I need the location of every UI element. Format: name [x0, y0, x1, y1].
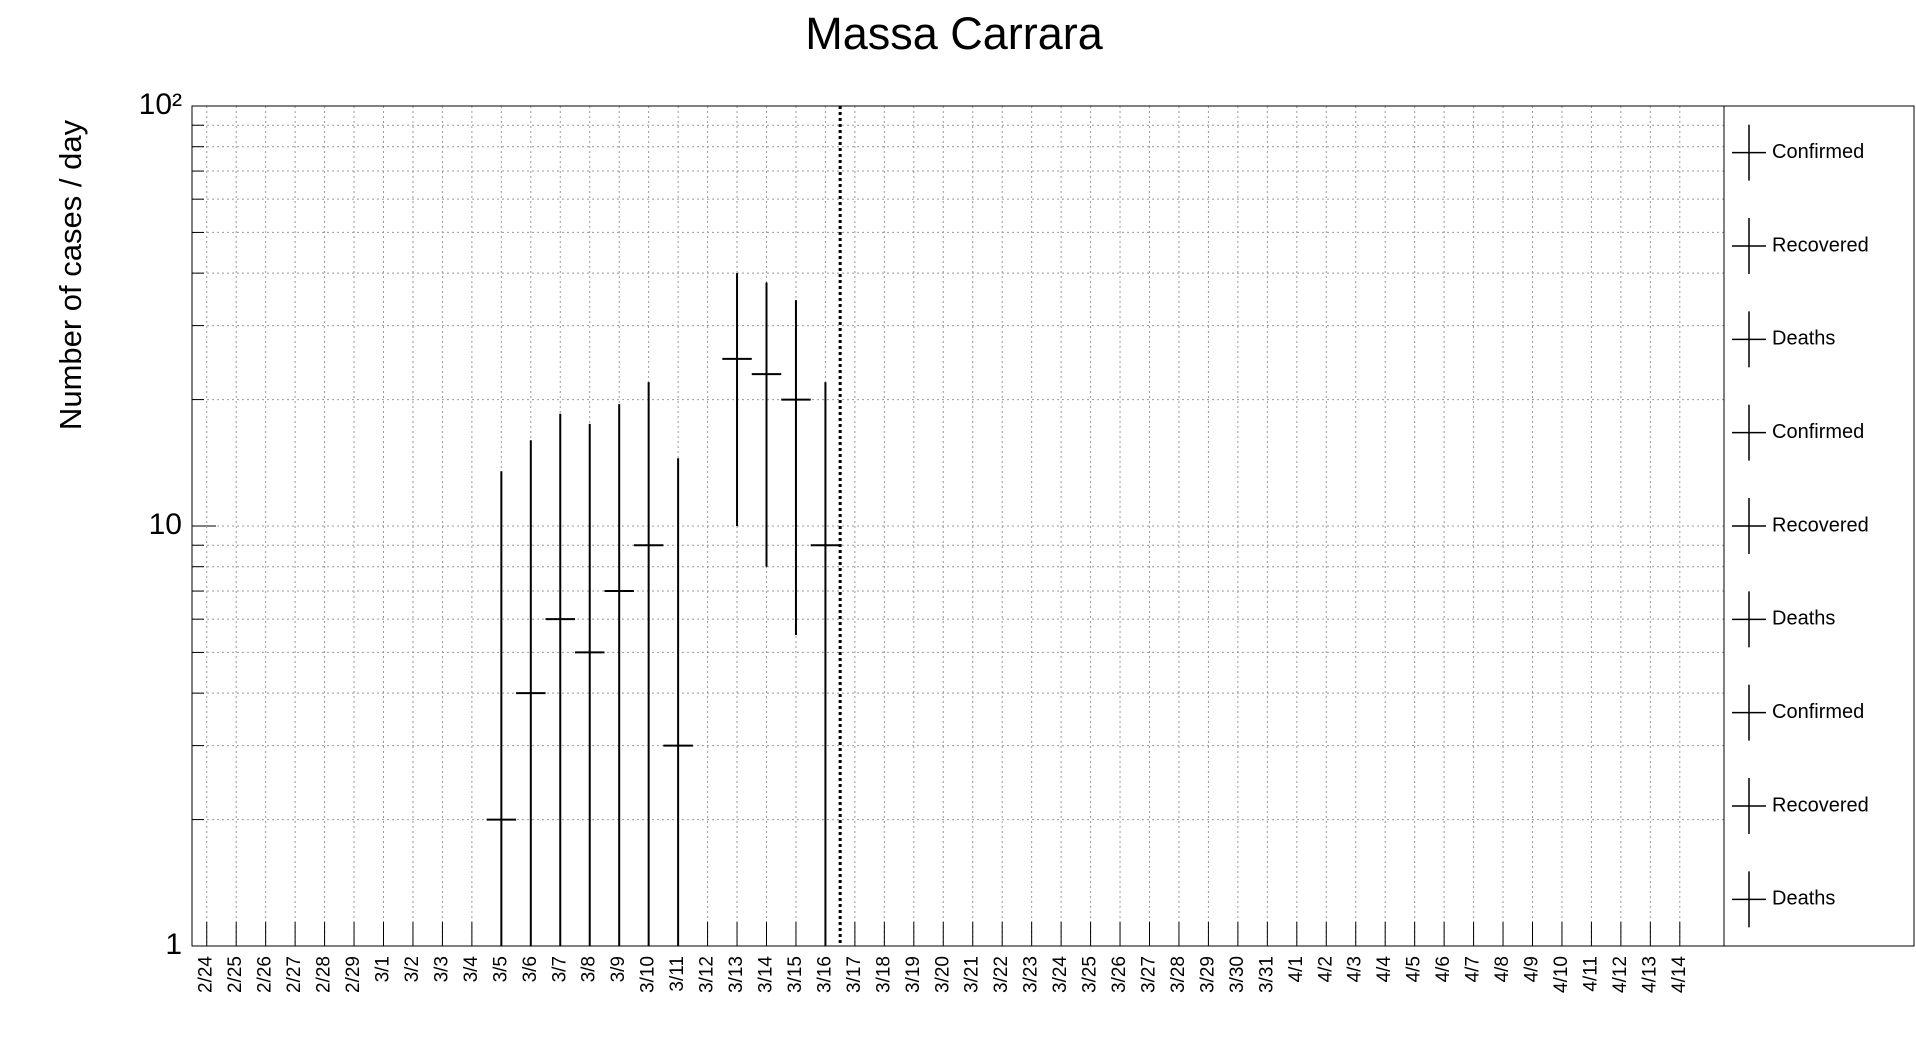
x-tick-label: 4/13 — [1639, 956, 1660, 993]
x-tick-label: 3/10 — [638, 956, 659, 993]
plot-area — [486, 273, 841, 946]
legend-label: Confirmed — [1772, 421, 1864, 443]
x-tick-label: 3/19 — [903, 956, 924, 993]
x-tick-label: 4/11 — [1580, 956, 1601, 992]
x-tick-label: 2/28 — [314, 956, 335, 993]
legend-label: Recovered — [1772, 234, 1869, 256]
x-tick-label: 3/25 — [1080, 956, 1101, 993]
x-tick-label: 4/1 — [1286, 956, 1307, 982]
x-tick-label: 2/27 — [284, 956, 305, 993]
x-tick-label: 3/22 — [991, 956, 1012, 993]
chart-title: Massa Carrara — [805, 8, 1104, 59]
legend-label: Confirmed — [1772, 141, 1864, 163]
x-tick-label: 2/29 — [343, 956, 364, 993]
x-tick-label: 3/8 — [579, 956, 600, 982]
legend-label: Deaths — [1772, 608, 1835, 630]
x-tick-label: 3/6 — [520, 956, 541, 982]
x-tick-label: 3/15 — [785, 956, 806, 993]
x-tick-label: 4/2 — [1315, 956, 1336, 982]
x-tick-label: 3/13 — [726, 956, 747, 993]
x-tick-label: 3/1 — [373, 956, 394, 982]
x-tick-label: 3/4 — [461, 956, 482, 983]
x-tick-label: 3/30 — [1227, 956, 1248, 993]
legend-label: Recovered — [1772, 794, 1869, 816]
legend-label: Confirmed — [1772, 701, 1864, 723]
x-tick-label: 4/3 — [1345, 956, 1366, 982]
x-tick-label: 4/10 — [1551, 956, 1572, 993]
x-tick-label: 4/8 — [1492, 956, 1513, 982]
x-tick-label: 3/11 — [667, 956, 688, 992]
x-tick-label: 3/9 — [608, 956, 629, 982]
x-tick-label: 4/14 — [1669, 956, 1690, 993]
x-tick-label: 3/24 — [1050, 956, 1071, 993]
x-tick-label: 4/9 — [1522, 956, 1543, 982]
x-tick-label: 4/6 — [1433, 956, 1454, 982]
legend-label: Deaths — [1772, 888, 1835, 910]
x-tick-label: 3/16 — [814, 956, 835, 993]
x-tick-label: 3/31 — [1256, 956, 1277, 993]
y-tick-label: 1 — [165, 928, 182, 961]
y-tick-label: 10² — [139, 88, 182, 121]
x-tick-label: 3/26 — [1109, 956, 1130, 993]
x-tick-label: 3/27 — [1139, 956, 1160, 993]
x-tick-label: 3/29 — [1197, 956, 1218, 993]
x-tick-label: 2/25 — [225, 956, 246, 993]
x-tick-label: 2/24 — [196, 956, 217, 993]
x-tick-label: 2/26 — [255, 956, 276, 993]
x-tick-label: 3/21 — [962, 956, 983, 993]
x-tick-label: 3/12 — [697, 956, 718, 993]
x-tick-label: 3/17 — [844, 956, 865, 993]
x-tick-label: 3/7 — [549, 956, 570, 982]
y-axis-label: Number of cases / day — [53, 119, 88, 430]
x-tick-label: 3/18 — [873, 956, 894, 993]
x-tick-label: 3/3 — [431, 956, 452, 982]
x-tick-label: 4/12 — [1610, 956, 1631, 993]
x-tick-label: 3/20 — [932, 956, 953, 993]
x-tick-label: 4/7 — [1463, 956, 1484, 982]
legend-label: Recovered — [1772, 514, 1869, 536]
x-tick-label: 4/4 — [1374, 956, 1395, 983]
x-tick-label: 3/23 — [1021, 956, 1042, 993]
x-tick-label: 4/5 — [1404, 956, 1425, 982]
legend-label: Deaths — [1772, 328, 1835, 350]
x-tick-label: 3/5 — [490, 956, 511, 982]
x-tick-label: 3/2 — [402, 956, 423, 982]
x-tick-label: 3/28 — [1168, 956, 1189, 993]
y-tick-label: 10 — [149, 508, 182, 541]
x-tick-label: 3/14 — [756, 956, 777, 993]
